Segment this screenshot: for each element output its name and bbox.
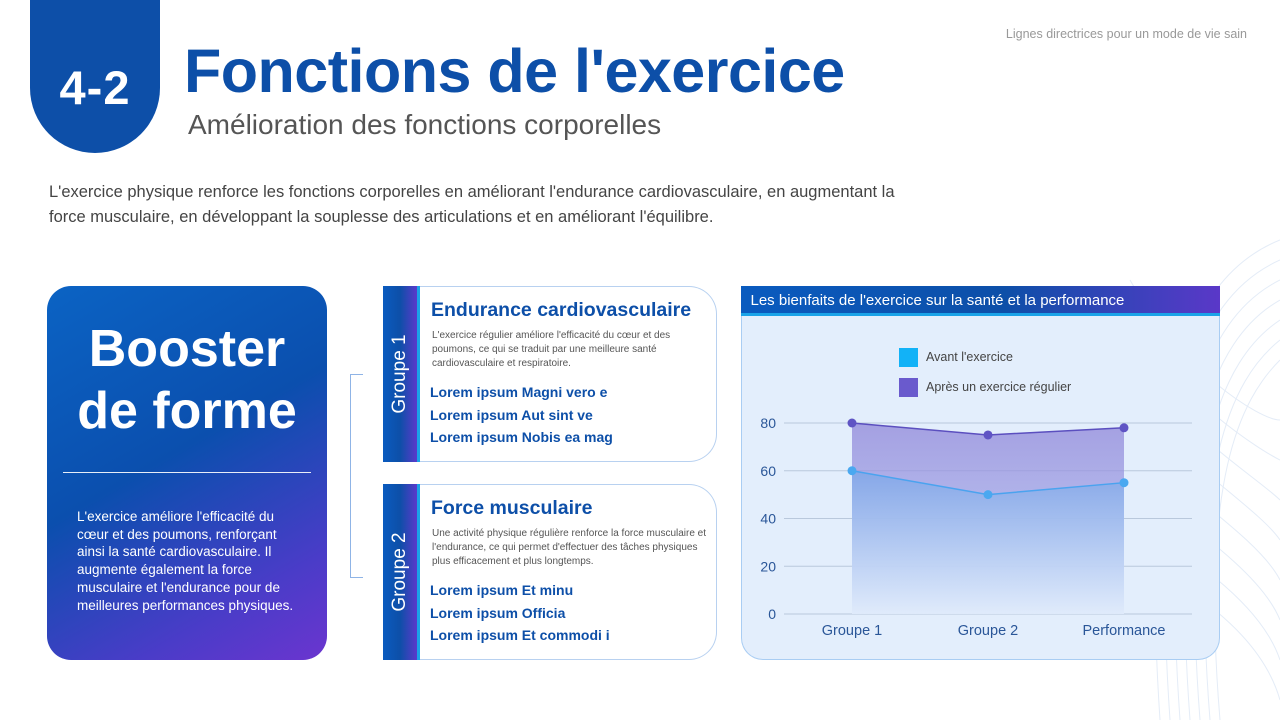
- area-chart: 0 20 40 60 80 Groupe 1 Groupe 2 Performance: [760, 415, 1192, 639]
- page-subtitle: Amélioration des fonctions corporelles: [188, 109, 662, 140]
- hero-title-line-2: de forme: [77, 382, 297, 440]
- legend-swatch-icon: [899, 377, 918, 397]
- legend-item-before: Avant l'exercice: [899, 342, 1071, 372]
- group-body: Endurance cardiovasculaire L'exercice ré…: [420, 286, 717, 462]
- data-point-after[interactable]: [847, 418, 856, 428]
- group-side-tab: Groupe 1: [383, 286, 420, 462]
- group-list-item: Lorem ipsum Et minu: [430, 582, 574, 598]
- group-list-item: Lorem ipsum Officia: [430, 604, 566, 621]
- group-list-item: Lorem ipsum Et commodi i: [430, 627, 610, 643]
- group-label: Groupe 1: [389, 334, 410, 414]
- group-list-item: Lorem ipsum Magni vero e: [430, 384, 608, 400]
- chart-header: Les bienfaits de l'exercice sur la santé…: [740, 286, 1220, 316]
- legend-label: Après un exercice régulier: [926, 380, 1072, 394]
- x-tick-label: Groupe 2: [957, 623, 1017, 639]
- group-card-1: Groupe 1 Endurance cardiovasculaire L'ex…: [383, 286, 717, 462]
- group-side-tab: Groupe 2: [383, 484, 420, 660]
- y-tick-label: 0: [768, 606, 776, 622]
- data-point-before[interactable]: [983, 490, 992, 500]
- intro-paragraph: L'exercice physique renforce les fonctio…: [49, 183, 895, 226]
- hero-divider: [63, 472, 311, 473]
- group-card-2: Groupe 2 Force musculaire Une activité p…: [383, 484, 717, 660]
- y-tick-label: 20: [760, 558, 776, 574]
- hero-title-line-1: Booster: [88, 320, 286, 378]
- group-description: L'exercice régulier améliore l'efficacit…: [432, 330, 671, 369]
- group-item-list: Lorem ipsum Et minu Lorem ipsum Officia …: [430, 579, 610, 647]
- x-tick-label: Groupe 1: [821, 623, 881, 639]
- section-number-badge: 4-2: [30, 0, 160, 153]
- y-tick-label: 60: [760, 463, 776, 479]
- hero-card: Booster de forme L'exercice améliore l'e…: [47, 286, 327, 660]
- group-label: Groupe 2: [389, 532, 410, 612]
- data-point-after[interactable]: [983, 430, 992, 440]
- legend-swatch-icon: [899, 347, 918, 367]
- data-point-after[interactable]: [1119, 423, 1128, 433]
- group-description: Une activité physique régulière renforce…: [432, 528, 707, 567]
- top-right-caption: Lignes directrices pour un mode de vie s…: [1005, 27, 1247, 41]
- group-list-item: Lorem ipsum Nobis ea mag: [430, 429, 613, 445]
- section-number: 4-2: [59, 61, 131, 114]
- page-title: Fonctions de l'exercice: [184, 37, 845, 105]
- data-point-before[interactable]: [847, 466, 856, 476]
- chart-legend: Avant l'exercice Après un exercice régul…: [899, 342, 1071, 402]
- group-item-list: Lorem ipsum Magni vero e Lorem ipsum Aut…: [430, 381, 613, 449]
- series-before-area: [851, 470, 1124, 614]
- legend-item-after: Après un exercice régulier: [899, 372, 1071, 402]
- chart-panel: 0 20 40 60 80 Groupe 1 Groupe 2 Performance Les…: [740, 286, 1220, 660]
- y-tick-label: 40: [760, 511, 776, 527]
- legend-label: Avant l'exercice: [926, 350, 1013, 364]
- group-body: Force musculaire Une activité physique r…: [420, 484, 717, 660]
- x-tick-label: Performance: [1082, 623, 1165, 639]
- bracket-connector: [350, 374, 363, 578]
- group-list-item: Lorem ipsum Aut sint ve: [430, 406, 593, 423]
- hero-title: Booster de forme: [47, 318, 327, 442]
- hero-text: L'exercice améliore l'efficacité du cœur…: [77, 509, 294, 613]
- group-title: Endurance cardiovasculaire: [431, 299, 692, 321]
- group-title: Force musculaire: [431, 497, 593, 519]
- chart-title: Les bienfaits de l'exercice sur la santé…: [750, 292, 1125, 309]
- y-tick-label: 80: [760, 415, 776, 431]
- data-point-before[interactable]: [1119, 478, 1128, 488]
